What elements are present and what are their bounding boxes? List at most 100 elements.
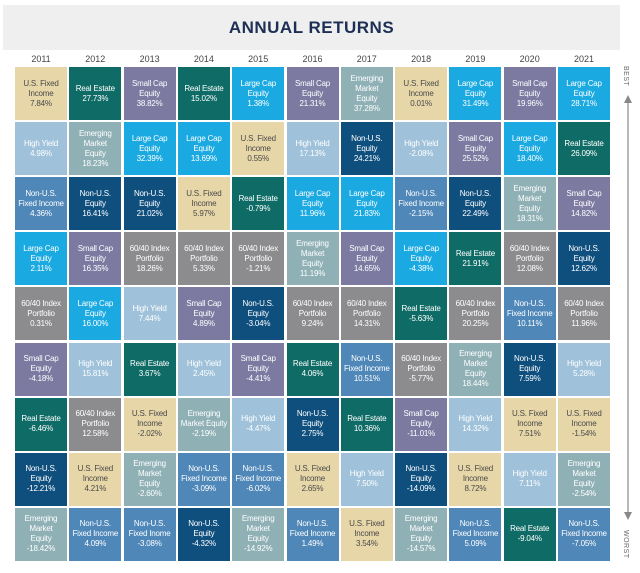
return-cell-2016-p6040: 60/40 Index Portfolio 9.24% [286,287,339,341]
return-value: 4.36% [30,208,52,218]
return-cell-2013-em: Emerging Market Equity -2.60% [123,452,176,506]
asset-class-label: Small Cap Equity [77,243,113,263]
return-value: 28.71% [571,98,597,108]
return-value: 5.33% [193,263,215,273]
return-cell-2015-usfi: U.S. Fixed Income 0.55% [232,122,285,176]
return-cell-2021-usfi: U.S. Fixed Income -1.54% [558,397,610,451]
return-cell-2019-usfi: U.S. Fixed Income 8.72% [449,452,502,506]
return-cell-2014-em: Emerging Market Equity -2.19% [177,397,230,451]
return-value: 38.82% [136,98,163,108]
return-cell-2018-nuse: Non-U.S. Equity -14.09% [395,452,448,506]
asset-class-label: U.S. Fixed Income [566,409,602,429]
return-cell-2012-usfi: U.S. Fixed Income 4.21% [69,452,122,506]
return-value: -2.15% [409,208,434,218]
asset-class-label: High Yield [241,414,276,424]
return-cell-2017-re: Real Estate 10.36% [340,397,393,451]
return-value: 18.40% [516,153,543,163]
return-value: -1.21% [246,263,271,273]
return-cell-2011-nusfi: Non-U.S. Fixed Income 4.36% [15,177,67,231]
return-value: 18.23% [82,158,109,168]
return-cell-2014-usfi: U.S. Fixed Income 5.97% [177,177,230,231]
return-cell-2021-p6040: 60/40 Index Portfolio 11.96% [558,287,610,341]
return-value: 27.73% [82,93,109,103]
asset-class-label: High Yield [512,469,547,479]
return-cell-2012-sc: Small Cap Equity 16.35% [69,232,122,286]
return-cell-2016-em: Emerging Market Equity 11.19% [286,232,339,286]
return-value: 2.65% [301,484,324,494]
return-cell-2012-em: Emerging Market Equity 18.23% [69,122,122,176]
return-value: 21.31% [299,98,326,108]
return-cell-2016-nusfi: Non-U.S. Fixed Income 1.49% [286,507,339,561]
return-cell-2015-hy: High Yield -4.47% [232,397,285,451]
asset-class-label: U.S. Fixed Income [131,409,168,429]
return-value: 8.72% [464,484,487,494]
return-value: 13.69% [190,153,217,163]
asset-class-label: Non-U.S. Equity [242,298,275,318]
return-value: 18.31% [516,213,543,223]
return-cell-2019-re: Real Estate 21.91% [449,232,502,286]
return-value: -1.54% [571,429,597,439]
year-header-2016: 2016 [302,54,323,64]
return-value: -14.57% [406,544,436,554]
return-value: 7.11% [519,479,541,489]
asset-class-label: Large Cap Equity [349,188,385,208]
title-banner: ANNUAL RETURNS [3,5,620,50]
return-value: 0.01% [410,98,432,108]
asset-class-label: Real Estate [347,414,387,424]
asset-class-label: Real Estate [21,414,61,424]
return-cell-2012-re: Real Estate 27.73% [69,67,122,120]
asset-class-label: Non-U.S. Fixed Income [72,519,119,539]
asset-class-label: 60/40 Index Portfolio [75,409,116,429]
asset-class-label: Emerging Market Equity [241,514,275,544]
return-value: -2.02% [137,429,162,439]
return-value: 19.96% [516,98,543,108]
asset-class-label: Non-U.S. Equity [79,188,112,208]
year-header-2020: 2020 [519,54,540,64]
asset-class-label: Large Cap Equity [294,188,331,208]
asset-class-label: High Yield [23,138,59,148]
asset-class-label: Emerging Market Equity [78,128,112,158]
return-cell-2014-nuse: Non-U.S. Equity -4.32% [177,507,230,561]
return-value: 15.81% [82,369,109,378]
return-value: 10.11% [517,318,543,328]
return-cell-2019-p6040: 60/40 Index Portfolio 20.25% [449,287,502,341]
return-value: 4.98% [30,148,52,158]
return-value: -2.60% [137,489,162,499]
asset-class-label: Small Cap Equity [457,133,493,153]
asset-class-label: Real Estate [455,248,495,258]
year-header-2017: 2017 [356,54,377,64]
asset-class-label: Non-U.S. Equity [133,188,166,208]
return-value: -2.08% [409,148,434,158]
return-value: 5.97% [193,208,215,218]
asset-class-label: Large Cap Equity [77,298,114,318]
return-cell-2016-lc: Large Cap Equity 11.96% [286,177,339,231]
asset-class-label: High Yield [349,469,384,479]
asset-class-label: Small Cap Equity [186,298,222,318]
return-value: -3.04% [246,318,271,328]
return-cell-2014-hy: High Yield 2.45% [177,342,230,396]
return-value: 32.39% [136,153,163,163]
year-header-2012: 2012 [85,54,106,64]
return-value: 10.51% [353,374,380,383]
return-value: -12.21% [26,484,56,494]
return-cell-2020-p6040: 60/40 Index Portfolio 12.08% [503,232,556,286]
return-cell-2013-hy: High Yield 7.44% [123,287,176,341]
asset-class-label: Real Estate [564,138,604,148]
return-cell-2017-lc: Large Cap Equity 21.83% [340,177,393,231]
return-cell-2021-nuse: Non-U.S. Equity 12.62% [558,232,610,286]
year-header-2021: 2021 [573,54,595,64]
return-cell-2021-hy: High Yield 5.28% [558,342,610,396]
asset-class-label: High Yield [132,303,167,313]
asset-class-label: 60/40 Index Portfolio [564,298,604,318]
return-cell-2019-sc: Small Cap Equity 25.52% [449,122,502,176]
return-cell-2016-re: Real Estate 4.06% [286,342,339,396]
return-cell-2014-lc: Large Cap Equity 13.69% [177,122,230,176]
asset-class-label: Small Cap Equity [403,409,439,429]
return-value: 24.21% [353,153,380,163]
asset-class-label: Small Cap Equity [512,78,548,98]
return-value: 11.96% [571,318,597,328]
return-value: 14.65% [353,263,380,273]
return-value: 25.52% [462,153,489,163]
return-value: 14.82% [571,208,597,218]
return-value: 7.59% [518,374,541,383]
